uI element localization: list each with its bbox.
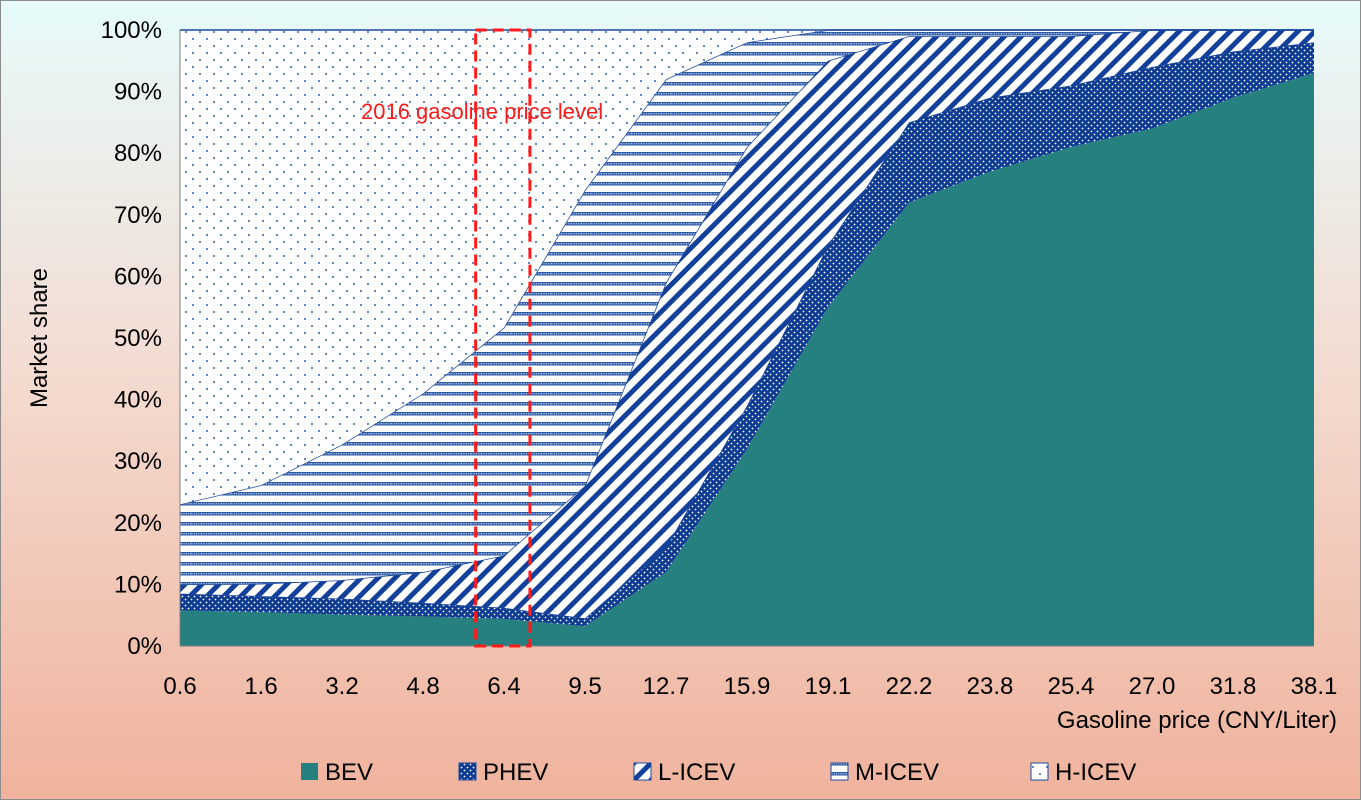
x-tick-label: 23.8 (967, 673, 1014, 700)
legend-swatch-h-icev (1030, 762, 1049, 781)
y-tick-label: 80% (114, 140, 162, 167)
legend-item-l-icev: L-ICEV (633, 759, 735, 786)
x-tick-label: 15.9 (724, 673, 771, 700)
legend-label-m-icev: M-ICEV (855, 759, 939, 786)
y-tick-label: 60% (114, 263, 162, 290)
area-series-m-icev (180, 30, 1314, 585)
y-tick-label: 20% (114, 510, 162, 537)
x-tick-label: 3.2 (325, 673, 358, 700)
x-tick-label: 31.8 (1210, 673, 1257, 700)
x-tick-label: 6.4 (487, 673, 520, 700)
x-tick-label: 22.2 (886, 673, 933, 700)
legend-swatch-m-icev (830, 762, 849, 781)
y-tick-label: 30% (114, 448, 162, 475)
y-tick-label: 40% (114, 387, 162, 414)
area-series-phev (180, 42, 1314, 627)
y-tick-label: 0% (127, 633, 162, 660)
plot-area (179, 29, 1315, 647)
legend-swatch-l-icev (633, 762, 652, 781)
x-tick-label: 38.1 (1291, 673, 1338, 700)
legend-item-m-icev: M-ICEV (830, 759, 939, 786)
legend-item-phev: PHEV (458, 759, 548, 786)
y-tick-label: 70% (114, 202, 162, 229)
y-tick-label: 100% (101, 17, 162, 44)
x-tick-label: 1.6 (244, 673, 277, 700)
axes: 0% 10% 20% 30% 40% 50% 60% 70% 80% 90% 100% 0.6 1.6 3… (26, 17, 1337, 734)
x-tick-label: 0.6 (163, 673, 196, 700)
legend-item-bev: BEV (301, 759, 373, 786)
y-tick-label: 10% (114, 571, 162, 598)
legend-label-phev: PHEV (483, 759, 548, 786)
y-tick-label: 50% (114, 325, 162, 352)
x-tick-label: 27.0 (1129, 673, 1176, 700)
annotation-layer: 2016 gasoline price level (361, 28, 603, 648)
x-tick-label: 9.5 (568, 673, 601, 700)
area-series-l-icev (180, 30, 1314, 619)
legend-label-l-icev: L-ICEV (658, 759, 735, 786)
x-tick-label: 19.1 (805, 673, 852, 700)
legend: BEV PHEV L-ICEV M-ICEV H-ICEV (301, 759, 1136, 786)
price-level-highlight-box (474, 28, 532, 648)
legend-item-h-icev: H-ICEV (1030, 759, 1136, 786)
x-tick-label: 12.7 (643, 673, 690, 700)
legend-label-bev: BEV (325, 759, 373, 786)
area-series-h-icev (180, 30, 1314, 505)
annotation-label: 2016 gasoline price level (361, 99, 603, 124)
legend-swatch-phev (458, 762, 477, 781)
y-axis-title: Market share (26, 268, 53, 408)
legend-label-h-icev: H-ICEV (1055, 759, 1136, 786)
x-tick-label: 4.8 (406, 673, 439, 700)
x-axis-title: Gasoline price (CNY/Liter) (1057, 707, 1337, 734)
legend-swatch-bev (301, 763, 318, 780)
x-tick-label: 25.4 (1048, 673, 1095, 700)
area-series-bev (180, 73, 1314, 647)
y-tick-label: 90% (114, 79, 162, 106)
